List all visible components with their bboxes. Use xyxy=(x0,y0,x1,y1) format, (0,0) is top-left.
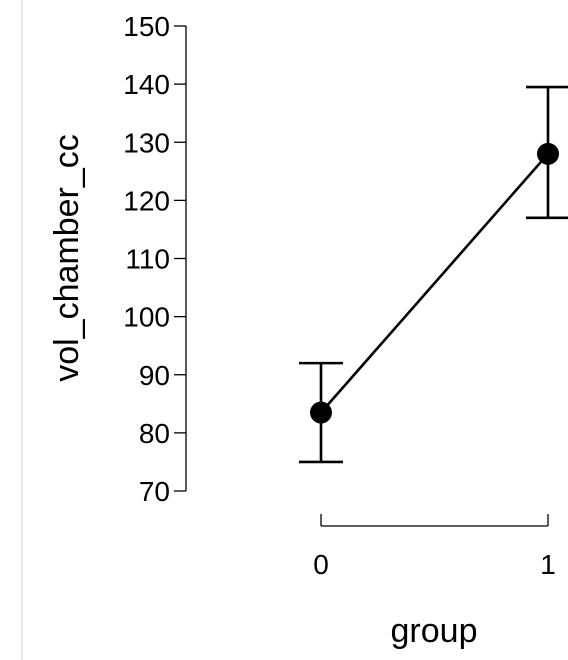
x-tick-label: 1 xyxy=(540,549,556,580)
y-tick-label: 110 xyxy=(125,244,170,275)
y-axis-title: vol_chamber_cc xyxy=(48,134,86,382)
series-line xyxy=(320,153,549,414)
x-axis-title: group xyxy=(391,612,478,650)
y-axis: 70 80 90 100 110 120 130 140 150 xyxy=(123,11,187,507)
data-point xyxy=(310,401,332,424)
y-tick-label: 90 xyxy=(139,360,170,391)
x-tick-label: 0 xyxy=(313,549,329,580)
y-tick-label: 70 xyxy=(139,476,170,507)
data-point xyxy=(537,142,559,165)
y-tick-label: 150 xyxy=(123,11,170,42)
y-tick-label: 130 xyxy=(123,127,170,158)
y-tick-label: 100 xyxy=(123,302,170,333)
y-tick-label: 80 xyxy=(139,418,170,449)
y-tick-label: 120 xyxy=(123,185,170,216)
plot-area xyxy=(299,85,568,464)
y-tick-label: 140 xyxy=(123,69,170,100)
